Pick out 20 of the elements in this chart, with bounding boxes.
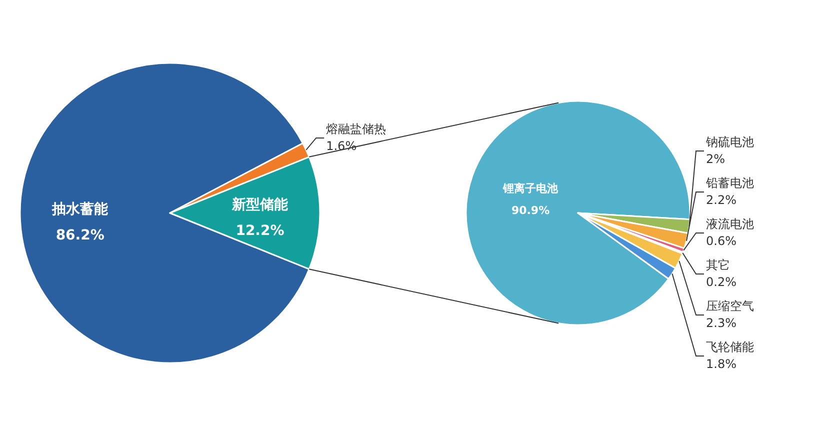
slice-label: 其它: [706, 258, 730, 272]
slice-label: 液流电池: [706, 217, 754, 231]
data-label: 90.9%: [511, 204, 550, 218]
data-label: 2%: [706, 152, 726, 166]
data-label: 2.2%: [706, 193, 736, 207]
slice-label: 抽水蓄能: [51, 202, 110, 218]
data-label: 0.2%: [706, 275, 736, 289]
data-label: 1.6%: [326, 138, 357, 153]
slice-label: 锂离子电池: [502, 182, 560, 196]
slice-label: 新型储能: [231, 196, 289, 213]
data-label: 1.8%: [706, 357, 736, 371]
slice-label: 飞轮储能: [706, 340, 754, 354]
data-label: 2.3%: [706, 316, 736, 330]
slice-label: 熔融盐储热: [326, 122, 386, 136]
slice-label: 压缩空气: [706, 299, 754, 313]
data-label: 0.6%: [706, 234, 736, 248]
data-label: 12.2%: [236, 223, 284, 239]
data-label: 86.2%: [56, 228, 104, 244]
slice-label: 钠硫电池: [705, 135, 754, 149]
slice-label: 铅蓄电池: [705, 176, 754, 190]
